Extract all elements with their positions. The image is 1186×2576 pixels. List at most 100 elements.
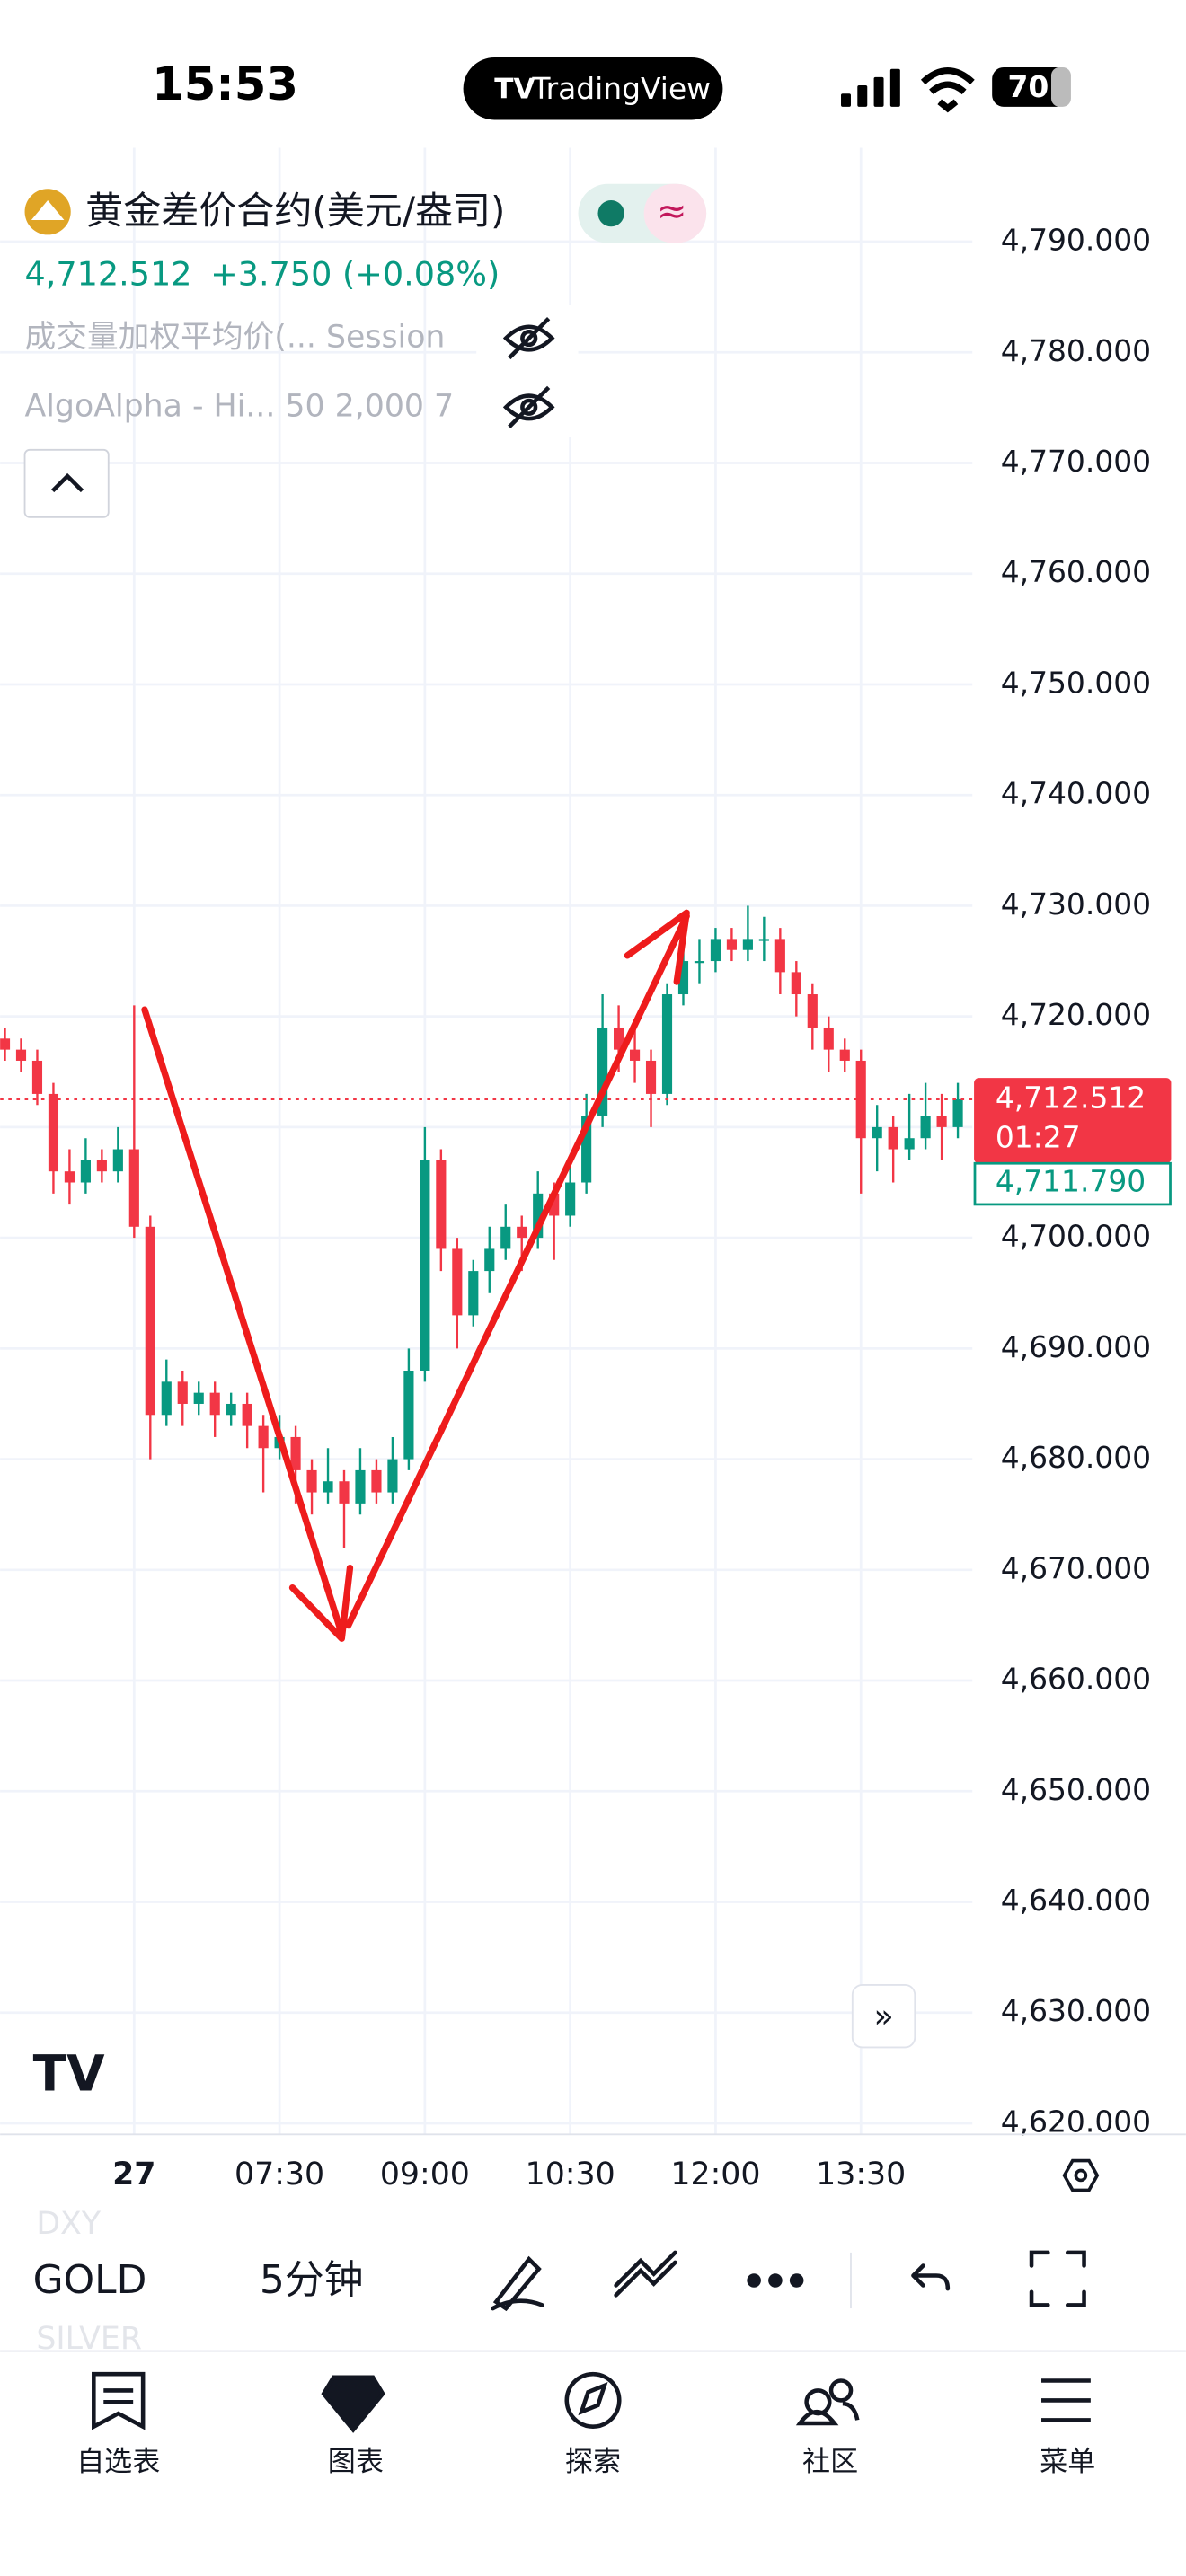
draw-tool[interactable]: [491, 2255, 544, 2312]
undo-icon[interactable]: [911, 2263, 951, 2291]
candle-body: [597, 1027, 608, 1116]
candle-body: [31, 1060, 43, 1094]
x-tick-label: 13:30: [816, 2157, 906, 2192]
status-badge-right: [643, 183, 707, 243]
trendline-tool[interactable]: [614, 2250, 677, 2298]
tab-label[interactable]: 社区: [802, 2446, 858, 2478]
candle-body: [904, 1138, 915, 1150]
fullscreen-icon[interactable]: [1029, 2250, 1086, 2307]
y-tick-label: 4,640.000: [1001, 1883, 1151, 1918]
candle-body: [484, 1248, 495, 1272]
candle-body: [888, 1126, 898, 1150]
tab-bar: 自选表 图表 探索 社区 菜单: [76, 2371, 1095, 2478]
candle-body: [807, 994, 818, 1028]
candle-body: [355, 1469, 366, 1504]
tab-label[interactable]: 探索: [565, 2446, 621, 2478]
price-countdown: 01:27: [996, 1119, 1081, 1154]
bid-tag-label: 4,711.790: [996, 1164, 1146, 1199]
tab-icon[interactable]: [564, 2371, 622, 2429]
scroll-right-button[interactable]: [851, 1984, 916, 2049]
collapse-button[interactable]: [23, 448, 110, 518]
tab-icon[interactable]: [321, 2375, 385, 2433]
symbol-current[interactable]: GOLD: [33, 2257, 147, 2303]
candle-body: [500, 1226, 511, 1249]
candle-body: [823, 1027, 834, 1050]
tab-icon[interactable]: [795, 2378, 860, 2426]
tab-label[interactable]: 自选表: [76, 2446, 160, 2478]
candle-body: [15, 1049, 27, 1061]
settings-icon[interactable]: [1062, 2158, 1100, 2192]
y-tick-label: 4,730.000: [1001, 887, 1151, 922]
y-tick-label: 4,770.000: [1001, 444, 1151, 479]
price-tag: [974, 1078, 1172, 1164]
x-tick-label: 12:00: [670, 2157, 760, 2192]
tab-label[interactable]: 图表: [328, 2446, 384, 2478]
status-time: 15:53: [152, 57, 298, 111]
candle-body: [177, 1381, 188, 1404]
indicator-label[interactable]: 成交量加权平均价(... Session: [25, 320, 446, 356]
candle-body: [758, 939, 769, 941]
y-tick-label: 4,720.000: [1001, 997, 1151, 1032]
candle-body: [387, 1459, 398, 1493]
x-tick-label: 10:30: [526, 2157, 615, 2192]
candle-body: [661, 994, 673, 1094]
signal-icon: [841, 68, 900, 107]
candle-body: [193, 1392, 204, 1404]
plot-area: [0, 905, 973, 1548]
candle-body: [565, 1182, 576, 1216]
collapse-icon: [51, 472, 84, 493]
tv-watermark: TV: [33, 2044, 105, 2102]
candle-body: [936, 1116, 947, 1127]
candle-body: [774, 939, 785, 973]
annotation-arrows: [141, 909, 690, 1642]
settings-icon-dot: [1074, 2168, 1088, 2183]
y-tick-label: 4,700.000: [1001, 1219, 1151, 1254]
grid: [0, 147, 973, 2135]
candle-body: [371, 1469, 382, 1493]
candle-body: [420, 1160, 430, 1372]
tab-icon[interactable]: [92, 2371, 146, 2430]
y-tick-label: 4,760.000: [1001, 554, 1151, 589]
scroll-right-icon: »: [873, 1997, 893, 2035]
candle-body: [436, 1160, 447, 1249]
candle-body: [952, 1098, 963, 1127]
tab-icon[interactable]: [1041, 2378, 1091, 2422]
indicator-label[interactable]: AlgoAlpha - Hi... 50 2,000 7: [25, 388, 455, 424]
candle-body: [64, 1171, 75, 1183]
candle-body: [581, 1116, 592, 1183]
candle-body: [726, 939, 737, 950]
candle-body: [533, 1193, 544, 1239]
candle-body: [323, 1481, 333, 1493]
candle-body: [839, 1049, 850, 1061]
candle-body: [242, 1403, 252, 1426]
tab-label[interactable]: 菜单: [1040, 2446, 1095, 2478]
hide-icon[interactable]: [502, 317, 555, 360]
symbol-prev[interactable]: DXY: [36, 2206, 102, 2242]
hide-icon[interactable]: [502, 385, 555, 428]
candle-body: [549, 1193, 560, 1216]
y-tick-label: 4,620.000: [1001, 2104, 1151, 2139]
candle-body: [339, 1481, 350, 1504]
y-tick-label: 4,780.000: [1001, 333, 1151, 368]
more-dot[interactable]: [747, 2273, 761, 2288]
price-tag-label: 4,712.512: [996, 1080, 1146, 1115]
y-tick-label: 4,650.000: [1001, 1772, 1151, 1807]
candle-body: [145, 1226, 155, 1416]
candle-body: [80, 1160, 91, 1183]
candle-body: [872, 1126, 882, 1139]
y-tick-label: 4,630.000: [1001, 1993, 1151, 2028]
symbol-title[interactable]: 黄金差价合约(美元/盎司): [85, 189, 505, 233]
candle-body: [226, 1403, 236, 1416]
y-tick-label: 4,740.000: [1001, 776, 1151, 811]
candle-body: [855, 1060, 866, 1139]
x-tick-label: 07:30: [235, 2157, 324, 2192]
battery-empty: [1050, 66, 1071, 107]
y-tick-label: 4,670.000: [1001, 1550, 1151, 1585]
interval[interactable]: 5分钟: [260, 2257, 364, 2303]
symbol-icon-mark: [31, 200, 65, 220]
last-price: 4,712.512: [25, 255, 192, 294]
battery-level: 70: [1008, 69, 1049, 104]
market-open-dot: [597, 200, 624, 227]
candle-body: [306, 1469, 317, 1493]
